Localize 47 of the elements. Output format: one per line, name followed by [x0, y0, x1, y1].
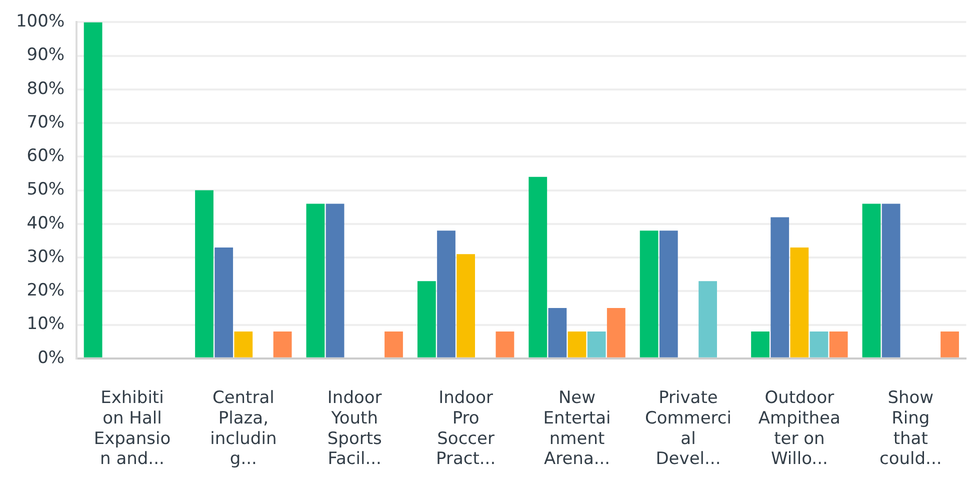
bar	[528, 176, 548, 358]
x-tick-label: Central Plaza, including...	[210, 388, 277, 470]
y-tick-label: 0%	[38, 348, 65, 368]
y-tick-label: 40%	[26, 213, 65, 234]
x-tick-label: Exhibition Hall Expansion and...	[94, 388, 171, 470]
y-tick-label: 70%	[26, 112, 65, 132]
bar	[790, 247, 809, 358]
x-tick-label: Indoor Youth Sports Facil...	[327, 388, 382, 470]
bar	[234, 332, 253, 358]
bar	[568, 332, 586, 358]
x-tick-label: New Entertainment Arena...	[543, 388, 611, 470]
bar	[417, 281, 436, 358]
bar	[659, 230, 678, 358]
bar	[862, 204, 881, 358]
bar	[273, 332, 292, 358]
bar	[810, 332, 828, 358]
bar	[326, 204, 344, 358]
y-tick-label: 100%	[16, 12, 65, 32]
bar	[214, 247, 234, 358]
bar	[496, 332, 514, 358]
x-tick-label: Indoor Pro Soccer Pract...	[436, 388, 496, 470]
y-tick-label: 20%	[26, 280, 65, 301]
y-tick-label: 30%	[26, 246, 65, 267]
bar	[384, 332, 403, 358]
bar	[751, 332, 770, 358]
bar	[940, 332, 959, 358]
y-tick-label: 80%	[26, 78, 65, 99]
x-tick-label: Show Ring that could...	[880, 388, 942, 470]
bar	[456, 254, 476, 358]
bar	[829, 332, 848, 358]
bar	[606, 308, 626, 358]
bar	[698, 281, 717, 358]
bar	[195, 190, 214, 358]
x-tick-label: Private Commercial Devel...	[644, 388, 732, 470]
x-tick-label: Outdoor Ampitheater on Willo...	[758, 388, 840, 470]
bar	[84, 22, 102, 358]
y-tick-label: 10%	[26, 314, 65, 334]
bar	[306, 204, 325, 358]
bar	[548, 308, 567, 358]
y-tick-label: 60%	[26, 146, 65, 166]
y-tick-label: 90%	[26, 45, 65, 66]
bar	[770, 217, 790, 358]
bar	[587, 332, 606, 358]
bar	[437, 230, 456, 358]
bar	[882, 204, 900, 358]
y-tick-label: 50%	[26, 180, 65, 200]
bar	[640, 230, 658, 358]
